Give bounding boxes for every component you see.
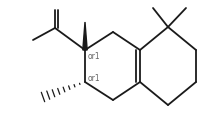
Text: or1: or1 xyxy=(88,74,101,83)
Text: or1: or1 xyxy=(88,52,101,61)
Polygon shape xyxy=(83,22,87,50)
